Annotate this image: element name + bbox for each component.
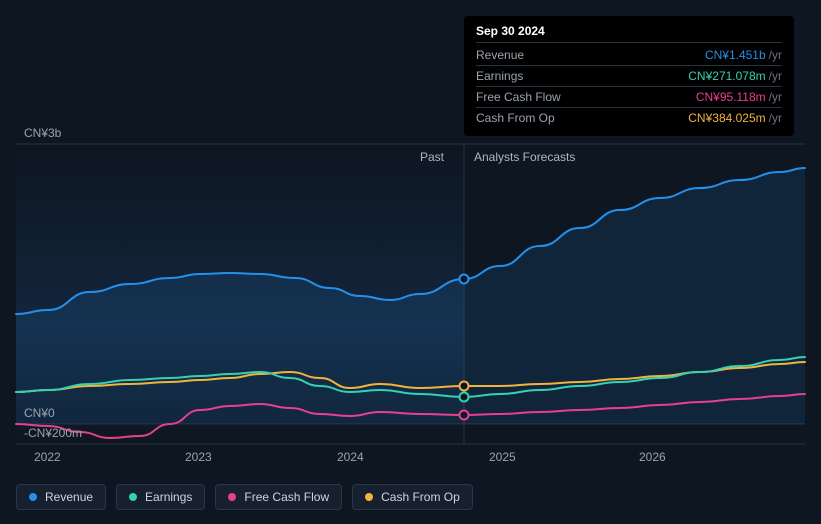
legend-label: Revenue: [45, 490, 93, 504]
earnings-marker: [460, 393, 469, 402]
tooltip-row-unit: /yr: [769, 90, 782, 104]
tooltip-row-value: CN¥271.078m: [688, 69, 765, 83]
legend-dot-icon: [365, 493, 373, 501]
cfo-marker: [460, 382, 469, 391]
legend-item-revenue[interactable]: Revenue: [16, 484, 106, 510]
legend-dot-icon: [228, 493, 236, 501]
tooltip-row-value: CN¥95.118m: [696, 90, 766, 104]
tooltip-row-value: CN¥384.025m: [688, 111, 765, 125]
chart-legend: Revenue Earnings Free Cash Flow Cash From O…: [16, 484, 473, 510]
tooltip-row-label: Earnings: [476, 69, 523, 83]
revenue-marker: [460, 275, 469, 284]
tooltip-row-unit: /yr: [769, 111, 782, 125]
tooltip-row-unit: /yr: [769, 69, 782, 83]
tooltip-row-value: CN¥1.451b: [705, 48, 766, 62]
tooltip-row-unit: /yr: [769, 48, 782, 62]
legend-label: Cash From Op: [381, 490, 460, 504]
legend-dot-icon: [29, 493, 37, 501]
data-tooltip: Sep 30 2024 Revenue CN¥1.451b/yr Earnings C…: [464, 16, 794, 136]
tooltip-row: Earnings CN¥271.078m/yr: [476, 66, 782, 87]
tooltip-row-label: Revenue: [476, 48, 524, 62]
legend-dot-icon: [129, 493, 137, 501]
tooltip-row: Free Cash Flow CN¥95.118m/yr: [476, 87, 782, 108]
tooltip-row: Cash From Op CN¥384.025m/yr: [476, 108, 782, 128]
legend-label: Free Cash Flow: [244, 490, 329, 504]
legend-item-fcf[interactable]: Free Cash Flow: [215, 484, 342, 510]
financial-forecast-chart: Sep 30 2024 Revenue CN¥1.451b/yr Earnings C…: [0, 0, 821, 524]
tooltip-row-label: Cash From Op: [476, 111, 555, 125]
legend-label: Earnings: [145, 490, 192, 504]
tooltip-row-label: Free Cash Flow: [476, 90, 561, 104]
fcf-marker: [460, 411, 469, 420]
tooltip-date: Sep 30 2024: [476, 24, 782, 43]
legend-item-cfo[interactable]: Cash From Op: [352, 484, 473, 510]
legend-item-earnings[interactable]: Earnings: [116, 484, 205, 510]
tooltip-row: Revenue CN¥1.451b/yr: [476, 45, 782, 66]
